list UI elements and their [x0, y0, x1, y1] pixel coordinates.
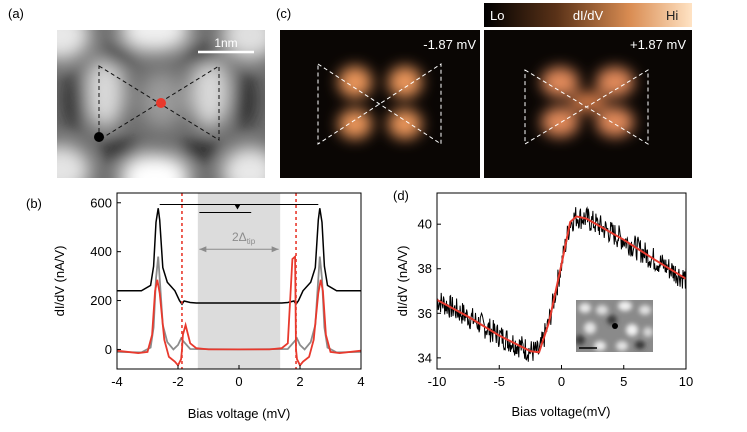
- chart-b-gap-region: [197, 193, 281, 369]
- chart-d-ylabel: dI/dV (nA/V): [395, 246, 410, 317]
- chart-d-ytick-label-2: 38: [418, 261, 432, 276]
- chart-b-xtick-label-4: 4: [357, 374, 364, 389]
- colorbar-mid-label: dI/dV: [573, 8, 604, 23]
- map-right-label: +1.87 mV: [630, 37, 686, 52]
- colorbar: Lo dI/dV Hi: [484, 3, 692, 27]
- chart-b-gap-arrowhead-left: [199, 246, 207, 253]
- chart-d-xtick-label-2: 0: [558, 374, 565, 389]
- chart-d-xtick-label-0: -10: [428, 374, 447, 389]
- chart-b-xtick-label-0: -4: [111, 374, 123, 389]
- dashed-bowtie-left: [317, 63, 442, 145]
- chart-d-fit-series: [436, 215, 687, 354]
- didv-map-positive: +1.87 mV: [484, 30, 692, 178]
- chart-b-xlabel: Bias voltage (mV): [188, 406, 291, 421]
- dashed-bowtie-right: [524, 69, 649, 145]
- stm-topograph: 1nm: [57, 30, 265, 178]
- map-left-label: -1.87 mV: [423, 37, 476, 52]
- chart-d: -10 -5 0 5 10 34 36 38 40 Bias voltage(mV) dI/dV…: [395, 192, 693, 419]
- inset-marker: [612, 323, 618, 329]
- chart-b-xtick-label-3: 2: [296, 374, 303, 389]
- chart-b-ytick-label-3: 600: [90, 195, 112, 210]
- chart-b-gap-arrowhead-right: [271, 246, 279, 253]
- panel-label-b: (b): [26, 196, 42, 211]
- chart-d-xlabel: Bias voltage(mV): [512, 404, 611, 419]
- chart-d-ytick-label-0: 34: [418, 350, 432, 365]
- dashed-bowtie: [98, 65, 220, 141]
- chart-d-raw-series: [436, 206, 687, 362]
- chart-d-xtick-label-3: 5: [620, 374, 627, 389]
- chart-b-xtick-label-1: -2: [172, 374, 184, 389]
- chart-b-ylabel: dI/dV (nA/V): [52, 246, 67, 317]
- colorbar-hi-label: Hi: [666, 8, 678, 23]
- chart-b-series-black: [117, 208, 361, 306]
- panel-label-c: (c): [276, 6, 291, 21]
- didv-map-negative: -1.87 mV: [280, 30, 480, 178]
- red-marker: [156, 98, 166, 108]
- panel-label-a: (a): [8, 6, 24, 21]
- chart-d-xtick-label-4: 10: [679, 374, 693, 389]
- chart-b-ytick-label-1: 200: [90, 293, 112, 308]
- chart-b-ytick-label-0: 0: [105, 342, 112, 357]
- chart-b-bracket-arrow: [234, 204, 241, 210]
- chart-b-series-red: [116, 254, 362, 367]
- chart-d-xtick-label-1: -5: [493, 374, 505, 389]
- chart-d-ytick-label-3: 40: [418, 217, 432, 232]
- chart-b-xtick-label-2: 0: [235, 374, 242, 389]
- colorbar-lo-label: Lo: [490, 8, 504, 23]
- black-marker: [94, 132, 104, 142]
- chart-b-top-bracket: [159, 204, 319, 214]
- chart-d-inset: [576, 300, 653, 352]
- chart-d-ytick-label-1: 36: [418, 306, 432, 321]
- scalebar-label: 1nm: [214, 36, 237, 50]
- panel-label-d: (d): [393, 188, 409, 203]
- chart-b-ytick-label-2: 400: [90, 244, 112, 259]
